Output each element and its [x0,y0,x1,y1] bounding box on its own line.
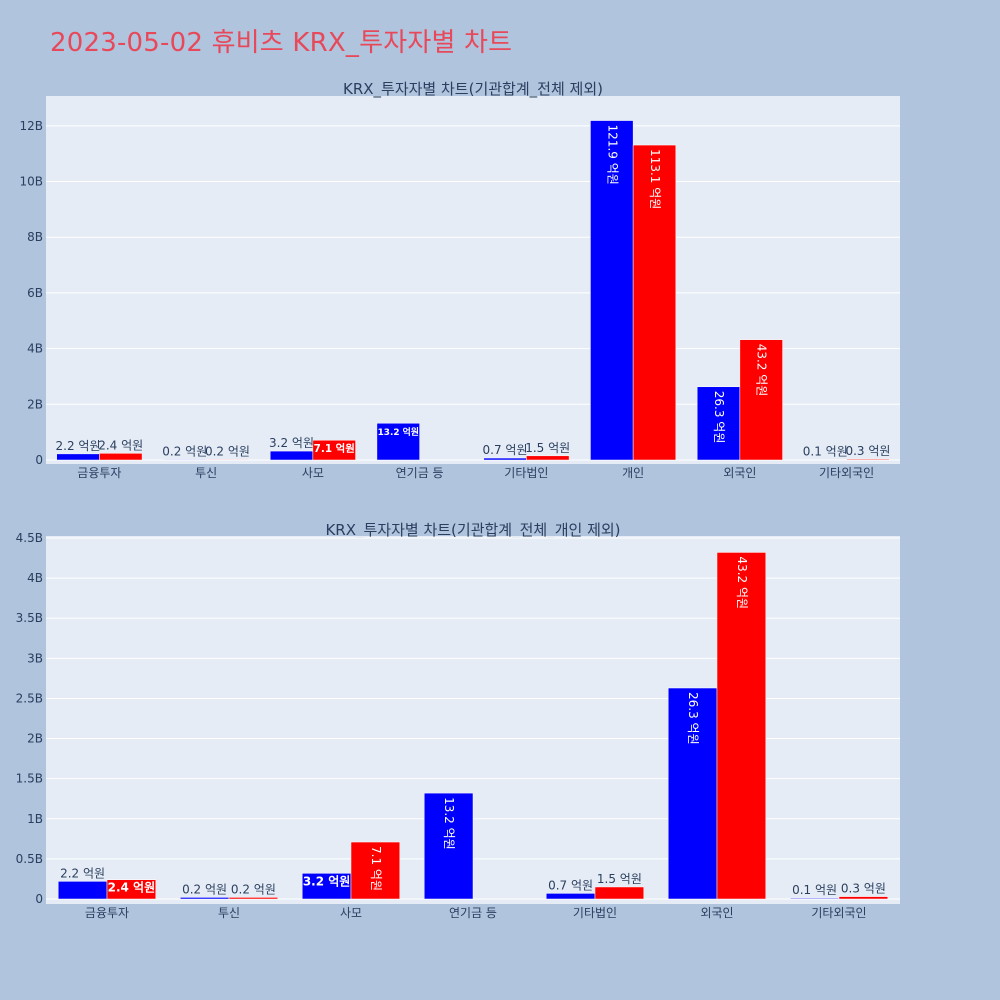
y-tick-label: 1B [27,812,43,826]
bar [545,893,596,900]
y-tick-label: 8B [27,230,43,244]
data-label: 3.2 억원 [269,436,314,450]
data-label: 7.1 억원 [314,442,355,455]
y-tick-label: 1.5B [16,772,43,786]
x-tick-label: 연기금 등 [396,466,444,480]
x-tick-label: 사모 [302,466,324,480]
y-tick-label: 10B [19,175,43,189]
bar [301,873,352,900]
data-label: 0.1 억원 [803,445,848,459]
data-label: 121.9 억원 [605,125,619,185]
bar [594,886,645,900]
bar [312,439,356,461]
bar [99,453,143,461]
y-tick-label: 12B [19,119,43,133]
data-label: 0.3 억원 [841,882,886,896]
x-tick-label: 외국인 [723,466,756,480]
data-label: 2.4 억원 [108,881,156,895]
y-tick-label: 0 [35,453,43,467]
bar [590,120,634,461]
data-label: 113.1 억원 [648,149,662,209]
page-title: 2023-05-02 휴비츠 KRX_투자자별 차트 [50,28,513,58]
data-label: 13.2 억원 [442,797,456,850]
y-tick-label: 2B [27,732,43,746]
chart-title: KRX_투자자별 차트(기관합계_전체 제외) [343,80,603,99]
x-tick-label: 사모 [340,906,362,920]
x-tick-label: 기타법인 [504,466,548,480]
data-label: 0.2 억원 [162,444,207,458]
data-label: 26.3 억원 [686,692,700,745]
bar [56,453,100,461]
x-tick-label: 투신 [195,466,217,480]
bar [838,896,889,900]
data-label: 26.3 억원 [712,391,726,444]
bar [106,879,157,900]
x-tick-label: 연기금 등 [449,906,497,920]
bar [350,841,401,900]
bar [667,687,718,900]
data-label: 0.7 억원 [483,443,528,457]
bar [716,552,767,900]
y-tick-label: 3.5B [16,611,43,625]
data-label: 3.2 억원 [303,874,351,888]
x-tick-label: 금융투자 [85,906,129,920]
bar [846,458,890,461]
data-label: 0.1 억원 [792,883,837,897]
y-tick-label: 2.5B [16,691,43,705]
x-tick-label: 기타외국인 [811,906,866,920]
data-label: 13.2 억원 [378,426,419,438]
y-tick-label: 2B [27,397,43,411]
data-label: 0.3 억원 [845,444,890,458]
y-tick-label: 4B [27,342,43,356]
y-tick-label: 4.5B [16,531,43,545]
bar [696,386,741,461]
data-label: 0.2 억원 [182,882,227,896]
data-label: 7.1 억원 [369,846,383,891]
x-tick-label: 개인 [622,466,644,480]
data-label: 2.4 억원 [98,438,143,452]
bar [739,339,783,461]
x-tick-label: 기타법인 [573,906,617,920]
y-tick-label: 0 [35,892,43,906]
y-tick-label: 3B [27,651,43,665]
bar [269,450,314,461]
data-label: 0.2 억원 [205,444,250,458]
bar [205,459,250,461]
data-label: 0.2 억원 [231,882,276,896]
bar [526,455,570,461]
bar [57,881,108,900]
data-label: 43.2 억원 [755,344,769,397]
data-label: 1.5 억원 [525,441,570,455]
y-tick-label: 0.5B [16,852,43,866]
x-tick-label: 기타외국인 [819,466,874,480]
x-tick-label: 금융투자 [77,466,121,480]
x-tick-label: 외국인 [700,906,733,920]
chart-title: KRX_투자자별 차트(기관합계_전체_개인 제외) [325,521,620,540]
x-tick-label: 투신 [218,906,240,920]
y-tick-label: 6B [27,286,43,300]
bar [483,457,527,461]
bar [228,897,279,900]
data-label: 0.7 억원 [548,878,593,892]
data-label: 2.2 억원 [60,866,105,880]
data-label: 1.5 억원 [597,872,642,886]
bar [163,459,207,461]
bar [423,792,474,900]
bar [179,897,230,900]
bar [632,144,677,461]
bar [789,897,840,900]
data-label: 2.2 억원 [56,439,101,453]
data-label: 43.2 억원 [735,556,749,609]
bar [376,422,420,461]
y-tick-label: 4B [27,571,43,585]
